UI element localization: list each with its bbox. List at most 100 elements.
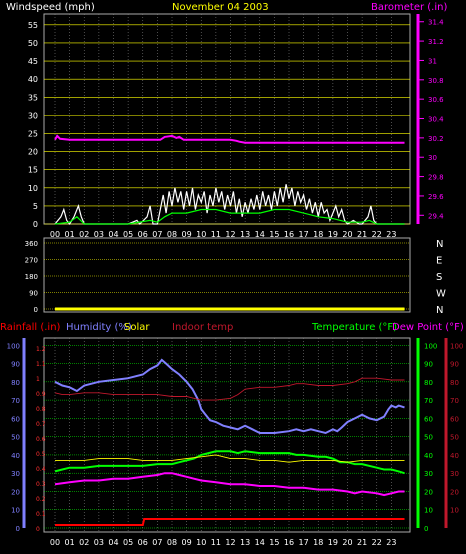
rain-y-tick: 0.5	[36, 451, 46, 458]
barometer-y-tick: 29.6	[428, 193, 444, 201]
legend-humidity: Humidity (%)	[66, 322, 132, 333]
compass-label: W	[436, 289, 446, 300]
wind-x-tick: 01	[65, 230, 75, 239]
barometer-y-tick: 31.4	[428, 19, 444, 27]
temperature-y-tick: 20	[424, 488, 433, 496]
temp-x-tick: 07	[152, 538, 162, 547]
indoor-y-tick: 90	[450, 361, 459, 369]
temp-x-tick: 11	[211, 538, 221, 547]
wind-x-tick: 07	[152, 230, 162, 239]
temp-x-tick: 17	[299, 538, 309, 547]
wind-y-tick: 50	[28, 39, 38, 48]
wind-x-tick: 13	[240, 230, 250, 239]
wind-x-tick: 19	[328, 230, 338, 239]
rain-y-tick: 0.4	[36, 466, 46, 473]
wind-y-tick: 40	[28, 75, 38, 84]
direction-plot-area	[43, 237, 411, 313]
indoor-y-tick: 100	[450, 342, 463, 350]
wind-series	[54, 134, 405, 226]
wind-x-tick: 14	[255, 230, 265, 239]
humidity-y-tick: 90	[11, 361, 20, 369]
wind-plot-area	[43, 13, 411, 225]
rain-y-tick: 1	[36, 376, 40, 383]
indoor-y-tick: 70	[450, 397, 459, 405]
temperature-y-tick: 70	[424, 397, 433, 405]
wind-axis-labels: 00 01 02 03 04 05 06 07 08 09 10 11 12 13 14 15 16 17 18 19…	[28, 19, 444, 239]
wind-x-tick: 21	[357, 230, 367, 239]
chart-title: November 04 2003	[172, 2, 269, 13]
barometer-y-tick: 30.8	[428, 77, 444, 85]
humidity-y-tick: 0	[16, 525, 20, 533]
barometer-y-tick: 29.8	[428, 174, 444, 182]
temperature-humidity-chart: 00 01 02 03 04 05 06 07 08 09 10 11 12 13 14 15 16 17 18 19…	[0, 322, 464, 547]
temp-x-tick: 15	[269, 538, 279, 547]
windspeed-axis-label: Windspeed (mph)	[6, 2, 95, 13]
indoor-line	[54, 377, 405, 401]
temperature-y-tick: 10	[424, 507, 433, 515]
barometer-y-tick: 30.4	[428, 116, 444, 124]
temp-x-tick: 08	[167, 538, 177, 547]
humidity-y-tick: 100	[7, 342, 20, 350]
barometer-y-tick: 30	[428, 154, 437, 162]
wind-y-tick: 20	[28, 148, 38, 157]
direction-axis-labels: 0 N 90 W 180 S 270 E 360 N	[25, 239, 446, 316]
solar-line	[55, 454, 405, 463]
wind-x-tick: 03	[94, 230, 104, 239]
legend-temperature: Temperature (°F)	[311, 322, 397, 333]
legend-solar: Solar	[124, 322, 150, 333]
wind-grid	[44, 14, 424, 225]
humidity-y-tick: 50	[11, 434, 20, 442]
wind-x-tick: 23	[386, 230, 396, 239]
indoor-y-tick: 80	[450, 379, 459, 387]
avg-windspeed-line	[54, 208, 405, 225]
indoor-y-tick: 20	[450, 488, 459, 496]
temp-x-tick: 09	[182, 538, 192, 547]
rain-y-tick: 0.7	[36, 421, 46, 428]
wind-x-tick: 10	[196, 230, 206, 239]
temp-x-tick: 04	[108, 538, 118, 547]
humidity-y-tick: 10	[11, 507, 20, 515]
rainfall-line	[55, 518, 405, 526]
temp-x-tick: 02	[79, 538, 89, 547]
wind-x-tick: 16	[284, 230, 294, 239]
rain-y-tick: 1.1	[36, 361, 46, 368]
barometer-y-tick: 30.6	[428, 96, 444, 104]
wind-y-tick: 35	[28, 93, 38, 102]
temperature-y-tick: 100	[424, 342, 437, 350]
wind-x-tick: 17	[299, 230, 309, 239]
legend-rainfall: Rainfall (.in)	[0, 322, 61, 333]
barometer-y-tick: 31	[428, 57, 437, 65]
compass-label: E	[436, 256, 442, 267]
indoor-y-tick: 60	[450, 415, 459, 423]
wind-direction-chart: 0 N 90 W 180 S 270 E 360 N	[25, 237, 446, 316]
temp-x-tick: 18	[313, 538, 323, 547]
direction-y-tick: 90	[29, 290, 38, 298]
humidity-y-tick: 30	[11, 470, 20, 478]
temp-x-tick: 22	[372, 538, 382, 547]
temperature-y-tick: 50	[424, 434, 433, 442]
indoor-y-tick: 30	[450, 470, 459, 478]
wind-x-tick: 08	[167, 230, 177, 239]
temp-x-tick: 16	[284, 538, 294, 547]
wind-y-tick: 55	[28, 21, 38, 30]
barometer-y-tick: 30.2	[428, 135, 444, 143]
wind-y-tick: 30	[28, 111, 38, 120]
wind-x-tick: 20	[342, 230, 352, 239]
temp-axis-labels: 00 01 02 03 04 05 06 07 08 09 10 11 12 13 14 15 16 17 18 19…	[7, 342, 464, 547]
temperature-y-tick: 90	[424, 361, 433, 369]
wind-x-tick: 15	[269, 230, 279, 239]
wind-x-tick: 06	[138, 230, 148, 239]
barometer-y-tick: 29.4	[428, 212, 444, 220]
rain-y-tick: 0.3	[36, 481, 46, 488]
wind-y-tick: 0	[33, 220, 38, 229]
temp-x-tick: 20	[342, 538, 352, 547]
temp-x-tick: 19	[328, 538, 338, 547]
rain-y-tick: 0.2	[36, 496, 46, 503]
indoor-y-tick: 50	[450, 434, 459, 442]
wind-x-tick: 18	[313, 230, 323, 239]
wind-y-tick: 5	[33, 202, 38, 211]
wind-y-tick: 10	[28, 184, 38, 193]
temp-series	[54, 358, 405, 526]
direction-y-tick: 270	[25, 257, 38, 265]
